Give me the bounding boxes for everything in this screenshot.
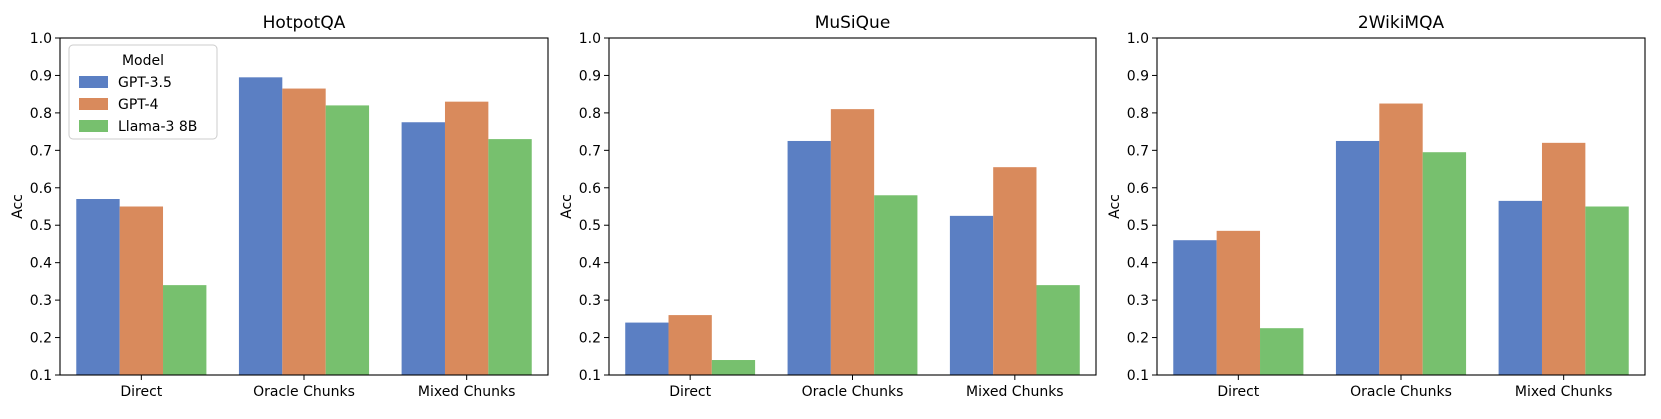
y-tick-label: 0.6 (1127, 181, 1149, 197)
y-tick-label: 0.6 (579, 181, 601, 197)
y-tick-label: 0.2 (1127, 331, 1149, 347)
bar-direct-gpt-3-5 (625, 322, 669, 375)
y-tick-label: 0.8 (1127, 106, 1149, 122)
y-tick-label: 0.3 (1127, 293, 1149, 309)
legend-entry: Llama-3 8B (118, 119, 197, 135)
chart-title: MuSiQue (815, 13, 891, 33)
x-tick-label: Direct (1217, 384, 1259, 400)
bar-direct-gpt-4 (1216, 230, 1261, 375)
bar-oracle-chunks-llama-3-8b (325, 105, 370, 376)
y-tick-label: 0.5 (579, 218, 601, 234)
bar-oracle-chunks-gpt-3-5 (787, 140, 831, 375)
x-tick-label: Oracle Chunks (802, 384, 904, 400)
y-axis-label: Acc (10, 194, 26, 219)
bar-direct-llama-3-8b (711, 360, 756, 375)
x-tick-label: Mixed Chunks (418, 384, 516, 400)
bar-direct-llama-3-8b (163, 285, 207, 375)
bar-direct-gpt-3-5 (76, 199, 120, 375)
bar-oracle-chunks-gpt-4 (1379, 103, 1423, 375)
bar-oracle-chunks-gpt-3-5 (238, 77, 283, 375)
y-tick-label: 0.2 (30, 331, 52, 347)
bar-mixed-chunks-gpt-4 (1541, 142, 1586, 375)
y-axis-label: Acc (559, 194, 575, 219)
legend-swatch (79, 120, 108, 132)
y-tick-label: 0.8 (30, 106, 52, 122)
chart-panel-1: 0.1 0.2 0.3 0.4 0.5 0.6 0.7 0.8 0.9 1.0 Direct Orac… (10, 13, 549, 400)
x-tick-label: Direct (669, 384, 711, 400)
y-tick-label: 0.3 (30, 293, 52, 309)
y-tick-label: 0.5 (1127, 218, 1149, 234)
y-tick-label: 0.6 (30, 181, 52, 197)
legend-swatch (79, 76, 108, 88)
bar-mixed-chunks-llama-3-8b (1036, 285, 1080, 375)
y-tick-label: 0.7 (30, 143, 52, 159)
bar-mixed-chunks-gpt-3-5 (401, 122, 445, 375)
bar-direct-gpt-4 (119, 206, 164, 375)
x-tick-label: Mixed Chunks (966, 384, 1064, 400)
y-tick-label: 0.4 (1127, 256, 1149, 272)
bar-mixed-chunks-gpt-3-5 (949, 215, 994, 375)
y-tick-label: 0.9 (1127, 68, 1149, 84)
x-tick-label: Oracle Chunks (253, 384, 355, 400)
bar-oracle-chunks-gpt-3-5 (1335, 140, 1380, 375)
x-tick-label: Oracle Chunks (1350, 384, 1452, 400)
y-tick-label: 0.1 (30, 368, 52, 384)
y-tick-label: 0.7 (1127, 143, 1149, 159)
y-tick-label: 0.1 (1127, 368, 1149, 384)
bar-mixed-chunks-gpt-4 (993, 167, 1037, 375)
legend-swatch (79, 98, 108, 110)
chart-title: HotpotQA (263, 13, 346, 33)
legend-entry: GPT-3.5 (118, 75, 172, 91)
x-tick-label: Direct (120, 384, 162, 400)
y-tick-label: 0.5 (30, 218, 52, 234)
bar-mixed-chunks-gpt-3-5 (1498, 200, 1542, 375)
bar-mixed-chunks-gpt-4 (444, 101, 489, 375)
bar-mixed-chunks-llama-3-8b (1585, 206, 1629, 375)
bar-oracle-chunks-gpt-4 (830, 109, 875, 375)
bar-oracle-chunks-llama-3-8b (1422, 152, 1467, 375)
y-tick-label: 0.4 (30, 256, 52, 272)
bar-direct-gpt-3-5 (1173, 240, 1217, 375)
chart-panel-3: 0.1 0.2 0.3 0.4 0.5 0.6 0.7 0.8 0.9 1.0 Direct Orac… (1107, 13, 1646, 400)
y-tick-label: 0.8 (579, 106, 601, 122)
chart-title: 2WikiMQA (1358, 13, 1445, 33)
y-tick-label: 0.2 (579, 331, 601, 347)
legend: Model GPT-3.5 GPT-4 Llama-3 8B (68, 44, 218, 140)
legend-box (68, 44, 218, 140)
bar-mixed-chunks-llama-3-8b (488, 139, 532, 375)
y-tick-label: 1.0 (30, 31, 52, 47)
y-tick-label: 0.9 (30, 68, 52, 84)
y-tick-label: 0.3 (579, 293, 601, 309)
y-tick-label: 0.9 (579, 68, 601, 84)
y-tick-label: 1.0 (1127, 31, 1149, 47)
legend-entry: GPT-4 (118, 97, 159, 113)
y-tick-label: 0.1 (579, 368, 601, 384)
bar-oracle-chunks-llama-3-8b (874, 195, 918, 375)
legend-title: Model (122, 53, 164, 69)
bar-direct-gpt-4 (668, 315, 712, 375)
chart-panel-2: 0.1 0.2 0.3 0.4 0.5 0.6 0.7 0.8 0.9 1.0 Direct Orac… (559, 13, 1097, 400)
x-tick-label: Mixed Chunks (1515, 384, 1613, 400)
bar-oracle-chunks-gpt-4 (282, 88, 326, 376)
y-tick-label: 1.0 (579, 31, 601, 47)
y-tick-label: 0.4 (579, 256, 601, 272)
y-tick-label: 0.7 (579, 143, 601, 159)
bar-direct-llama-3-8b (1260, 328, 1304, 375)
y-axis-label: Acc (1107, 194, 1123, 219)
